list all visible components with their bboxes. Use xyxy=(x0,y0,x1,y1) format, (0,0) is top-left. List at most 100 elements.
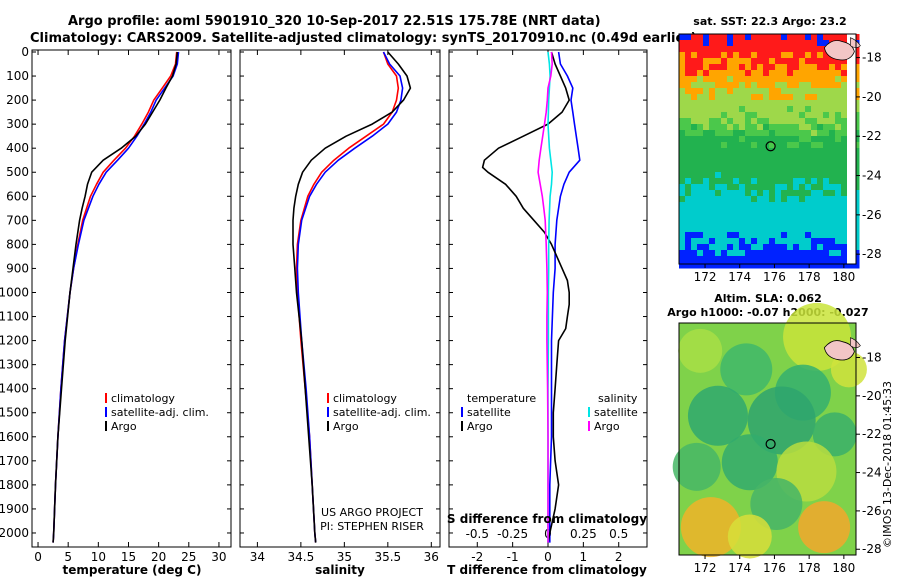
sst-cell xyxy=(781,172,788,179)
sst-cell xyxy=(679,250,686,257)
legend-label: Argo xyxy=(333,420,359,433)
sst-cell xyxy=(751,64,758,71)
sst-cell xyxy=(841,100,848,107)
sst-cell xyxy=(775,70,782,77)
sst-cell xyxy=(769,70,776,77)
sst-cell xyxy=(709,124,716,131)
sst-cell xyxy=(745,238,752,245)
sst-cell xyxy=(679,118,686,125)
sst-cell xyxy=(727,208,734,215)
sst-cell xyxy=(697,208,704,215)
sst-cell xyxy=(739,106,746,113)
sst-cell xyxy=(799,100,806,107)
sst-cell xyxy=(787,232,794,239)
sst-cell xyxy=(721,40,728,47)
sst-cell xyxy=(709,34,716,41)
lat-tick-label: -24 xyxy=(862,466,882,480)
sst-cell xyxy=(835,70,842,77)
sst-cell xyxy=(685,202,692,209)
sst-cell xyxy=(769,208,776,215)
sst-cell xyxy=(793,160,800,167)
sst-cell xyxy=(679,214,686,221)
sst-cell xyxy=(715,202,722,209)
sst-cell xyxy=(757,244,764,251)
sst-cell xyxy=(805,172,812,179)
sst-cell xyxy=(811,34,818,41)
salinity-x-axis: 34 34.5 35 35.5 36 xyxy=(250,50,439,564)
sst-cell xyxy=(799,154,806,161)
sst-cell xyxy=(685,46,692,53)
sst-cell xyxy=(769,220,776,227)
sst-cell xyxy=(745,136,752,143)
sst-cell xyxy=(829,262,836,269)
sst-cell xyxy=(715,76,722,83)
sst-cell xyxy=(763,208,770,215)
sst-cell xyxy=(751,238,758,245)
sst-cell xyxy=(709,166,716,173)
lon-tick-label: 178 xyxy=(798,270,821,284)
legend-title-temperature: temperature xyxy=(467,392,536,405)
sst-cell xyxy=(787,172,794,179)
sst-cell xyxy=(787,160,794,167)
sla-map-lon-axis: 172 174 176 178 180 xyxy=(694,555,855,575)
series-line-argo xyxy=(481,51,571,543)
sst-cell xyxy=(823,100,830,107)
sst-cell xyxy=(799,166,806,173)
sst-cell xyxy=(841,226,848,233)
sst-cell xyxy=(691,82,698,89)
sst-cell xyxy=(733,112,740,119)
depth-tick-label: 300 xyxy=(6,117,29,131)
sst-cell xyxy=(805,106,812,113)
sst-cell xyxy=(769,250,776,257)
sst-cell xyxy=(769,100,776,107)
sst-cell xyxy=(763,34,770,41)
sst-cell xyxy=(685,94,692,101)
sst-cell xyxy=(823,94,830,101)
sst-cell xyxy=(823,208,830,215)
sst-cell xyxy=(793,70,800,77)
sst-cell xyxy=(745,232,752,239)
sst-cell xyxy=(715,112,722,119)
sst-cell xyxy=(679,154,686,161)
sst-cell xyxy=(727,112,734,119)
sst-cell xyxy=(775,142,782,149)
sst-cell xyxy=(739,160,746,167)
sst-cell xyxy=(721,160,728,167)
sst-cell xyxy=(709,172,716,179)
sst-cell xyxy=(691,106,698,113)
sst-cell xyxy=(727,214,734,221)
sst-cell xyxy=(769,238,776,245)
sst-cell xyxy=(733,226,740,233)
sst-cell xyxy=(817,184,824,191)
sst-cell xyxy=(841,64,848,71)
sst-cell xyxy=(811,190,818,197)
lat-tick-label: -28 xyxy=(862,247,882,261)
x-tick-label: 10 xyxy=(91,550,106,564)
sst-cell xyxy=(703,130,710,137)
sst-cell xyxy=(757,70,764,77)
sst-cell xyxy=(691,70,698,77)
series-line-argo xyxy=(52,51,179,543)
sst-cell xyxy=(787,148,794,155)
sst-cell xyxy=(685,250,692,257)
sst-cell xyxy=(841,250,848,257)
sst-cell xyxy=(721,124,728,131)
sst-cell xyxy=(721,256,728,263)
sst-cell xyxy=(769,124,776,131)
sst-cell xyxy=(733,214,740,221)
sst-cell xyxy=(679,100,686,107)
x-tick-label: -1 xyxy=(507,550,519,564)
sst-cell xyxy=(703,226,710,233)
sst-cell xyxy=(739,232,746,239)
sst-cell xyxy=(697,148,704,155)
sst-cell xyxy=(787,70,794,77)
sst-map-title: sat. SST: 22.3 Argo: 23.2 xyxy=(693,15,846,28)
sst-cell xyxy=(691,178,698,185)
lat-tick-label: -24 xyxy=(862,169,882,183)
sst-cell xyxy=(679,262,686,269)
sst-cell xyxy=(817,76,824,83)
depth-tick-label: 1700 xyxy=(0,454,29,468)
sst-cell xyxy=(799,244,806,251)
sst-cell xyxy=(733,124,740,131)
sst-cell xyxy=(685,208,692,215)
